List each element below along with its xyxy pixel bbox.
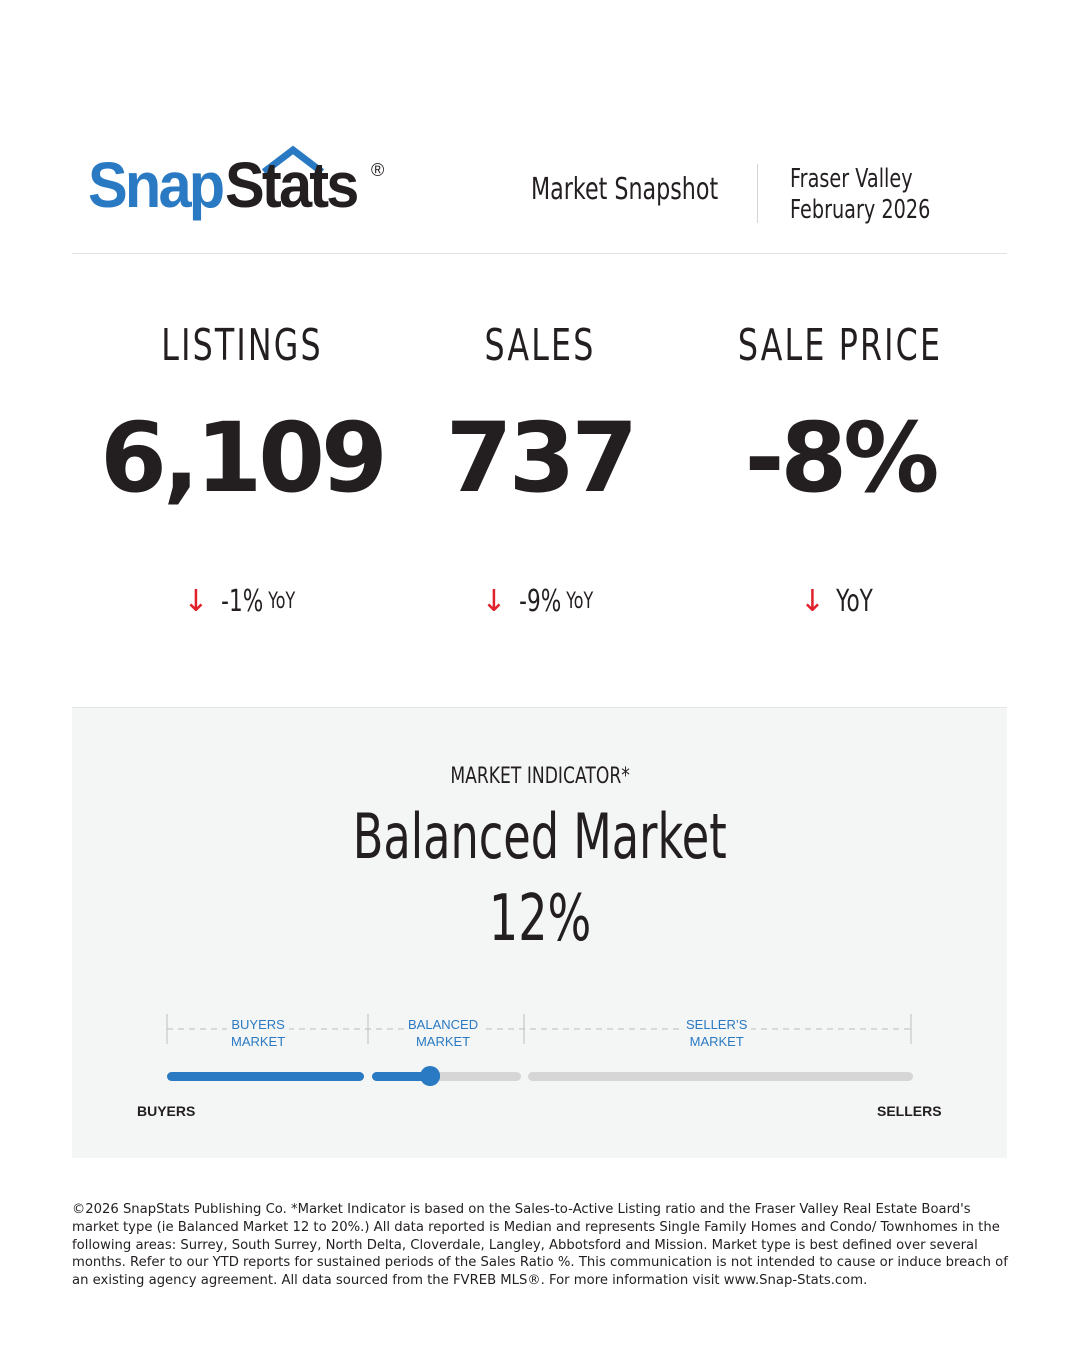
yoy-label: YoY — [566, 589, 594, 614]
snapstats-logo: Snap Stats ® — [88, 145, 398, 234]
change-percent: -9% — [519, 584, 562, 619]
gauge-marker — [420, 1066, 441, 1086]
market-indicator-label-text: MARKET INDICATOR* — [450, 764, 630, 789]
stat-change: ↓ YoY — [680, 584, 1000, 619]
page-title: Market Snapshot — [531, 172, 719, 207]
stat-sales: SALES 737 ↓ -9% YoY — [380, 320, 700, 619]
market-type-text: Balanced Market — [352, 800, 728, 873]
footnote-disclaimer: ©2026 SnapStats Publishing Co. *Market I… — [72, 1202, 1008, 1289]
registered-mark: ® — [371, 160, 385, 180]
change-percent: -1% — [221, 584, 264, 619]
yoy-label: YoY — [268, 589, 296, 614]
market-ratio-text: 12% — [488, 882, 592, 956]
gauge-label-sellers-market: SELLER’S MARKET — [682, 1016, 752, 1050]
stat-label: SALES — [484, 320, 596, 371]
stat-value: -8% — [744, 402, 940, 514]
gauge-left-label: BUYERS — [137, 1103, 196, 1119]
segment-label-line: MARKET — [415, 1034, 471, 1049]
gauge-fill-buyers — [167, 1072, 364, 1081]
gauge-track-sellers — [528, 1072, 913, 1081]
gauge-fill-balanced — [372, 1072, 431, 1081]
segment-label-line: SELLER’S — [686, 1017, 748, 1032]
region-name: Fraser Valley — [790, 164, 913, 194]
region-period: Fraser Valley February 2026 — [790, 164, 930, 226]
stat-value: 6,109 — [100, 402, 388, 514]
down-arrow-icon: ↓ — [183, 584, 209, 619]
stat-sale-price: SALE PRICE -8% ↓ YoY — [680, 320, 1000, 619]
gauge-brackets — [166, 1014, 912, 1044]
report-period: February 2026 — [790, 195, 931, 225]
segment-label-line: MARKET — [231, 1034, 286, 1049]
header-rule — [72, 253, 1007, 254]
down-arrow-icon: ↓ — [799, 584, 825, 619]
logo-text-snap: Snap — [88, 149, 225, 221]
roof-chart-icon — [261, 145, 325, 175]
segment-label-line: BUYERS — [231, 1017, 285, 1032]
stat-change: ↓ -1% YoY — [82, 584, 402, 619]
down-arrow-icon: ↓ — [481, 584, 507, 619]
yoy-label: YoY — [836, 584, 874, 619]
market-indicator-panel — [72, 708, 1007, 1158]
segment-label-line: MARKET — [689, 1034, 744, 1049]
stat-listings: LISTINGS 6,109 ↓ -1% YoY — [82, 320, 402, 619]
market-indicator-label: MARKET INDICATOR* — [0, 764, 1080, 789]
stat-change: ↓ -9% YoY — [380, 584, 700, 619]
logo-text-stats: Stats — [225, 149, 359, 221]
stat-label: SALE PRICE — [737, 320, 943, 371]
stat-label: LISTINGS — [161, 320, 323, 371]
market-ratio: 12% — [0, 882, 1080, 956]
panel-rule — [72, 707, 1007, 708]
segment-label-line: BALANCED — [408, 1017, 479, 1032]
gauge-label-buyers-market: BUYERS MARKET — [227, 1016, 290, 1050]
market-type: Balanced Market — [0, 800, 1080, 873]
stat-value: 737 — [445, 402, 638, 514]
header-divider — [757, 164, 758, 223]
gauge-right-label: SELLERS — [877, 1103, 942, 1119]
gauge-label-balanced-market: BALANCED MARKET — [404, 1016, 483, 1050]
